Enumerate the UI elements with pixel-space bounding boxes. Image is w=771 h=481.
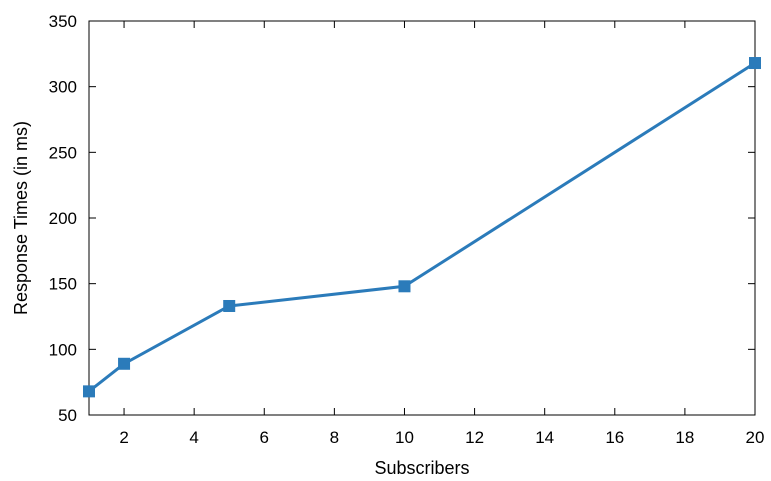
series-markers xyxy=(83,57,761,398)
tick-labels: 2 4 6 8 10 12 14 16 18 20 50 100 150 200 250 300 350 xyxy=(49,12,765,447)
x-tick-label: 8 xyxy=(330,428,339,447)
x-tick-label: 12 xyxy=(465,428,484,447)
x-tick-label: 4 xyxy=(189,428,198,447)
ticks xyxy=(89,20,756,416)
y-tick-label: 100 xyxy=(49,340,77,359)
plot-frame xyxy=(88,20,756,416)
y-tick-label: 50 xyxy=(58,406,77,425)
x-tick-label: 2 xyxy=(119,428,128,447)
y-tick-label: 350 xyxy=(49,12,77,31)
x-tick-label: 20 xyxy=(746,428,765,447)
y-tick-label: 200 xyxy=(49,209,77,228)
x-tick-label: 10 xyxy=(395,428,414,447)
x-axis-title: Subscribers xyxy=(374,458,469,478)
y-axis-title: Response Times (in ms) xyxy=(11,121,31,315)
y-tick-label: 300 xyxy=(49,78,77,97)
data-point-marker xyxy=(83,385,95,398)
x-tick-label: 16 xyxy=(605,428,624,447)
data-point-marker xyxy=(398,280,411,293)
x-tick-label: 18 xyxy=(675,428,694,447)
y-tick-label: 150 xyxy=(49,275,77,294)
y-tick-label: 250 xyxy=(49,143,77,162)
data-point-marker xyxy=(223,299,236,312)
data-point-marker xyxy=(749,57,761,70)
x-tick-label: 6 xyxy=(260,428,269,447)
series-line xyxy=(88,61,756,393)
x-tick-label: 14 xyxy=(535,428,554,447)
data-point-marker xyxy=(118,357,131,370)
